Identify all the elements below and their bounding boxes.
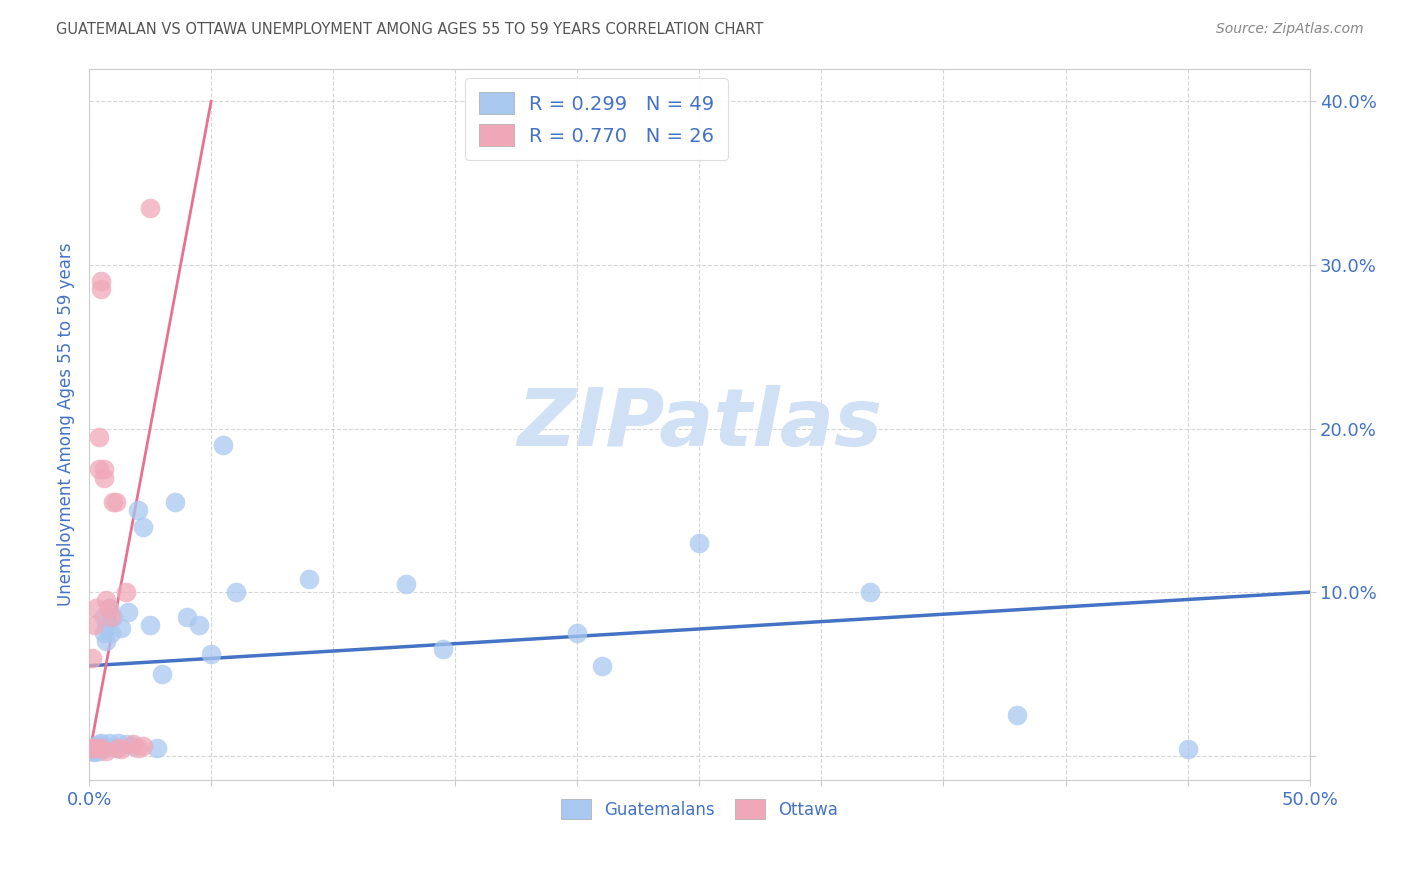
Point (93, 626, 115, 640)
Point (122, 737, 145, 751)
Point (83, 742, 105, 756)
Point (80, 740, 103, 755)
Point (1177, 742, 1199, 756)
Point (87, 737, 110, 751)
Point (83, 740, 105, 755)
Point (96, 593, 118, 607)
Point (1005, 707, 1028, 722)
Point (150, 667, 173, 681)
Point (93, 462, 115, 476)
Point (132, 739, 155, 753)
Point (83, 740, 105, 755)
Point (103, 495, 125, 509)
Point (97, 736, 120, 750)
Point (139, 201, 162, 215)
Text: Source: ZipAtlas.com: Source: ZipAtlas.com (1216, 22, 1364, 37)
Point (132, 519, 155, 533)
Point (298, 572, 321, 586)
Point (87, 462, 110, 476)
Point (200, 648, 222, 662)
Point (80, 650, 103, 665)
Point (90, 282, 112, 296)
Point (103, 609, 125, 624)
Point (87, 430, 110, 444)
Point (688, 536, 710, 550)
Point (100, 609, 122, 624)
Point (591, 658, 613, 673)
Point (395, 577, 418, 591)
Point (127, 740, 149, 755)
Point (86, 744, 108, 758)
Point (87, 740, 110, 755)
Point (127, 503, 149, 517)
Point (107, 740, 129, 755)
Point (859, 585, 882, 599)
Point (212, 438, 235, 452)
Point (100, 626, 122, 640)
Point (110, 621, 132, 635)
Point (96, 634, 118, 648)
Point (86, 742, 108, 756)
Point (96, 618, 118, 632)
Point (90, 736, 112, 750)
Point (93, 609, 115, 624)
Point (163, 495, 186, 509)
Point (225, 585, 247, 599)
Point (187, 618, 209, 632)
Text: ZIPatlas: ZIPatlas (517, 385, 882, 464)
Legend: Guatemalans, Ottawa: Guatemalans, Ottawa (554, 793, 845, 825)
Point (146, 740, 169, 755)
Point (110, 742, 132, 756)
Point (97, 601, 120, 615)
Point (107, 736, 129, 750)
Point (80, 744, 103, 758)
Point (117, 605, 139, 619)
Point (90, 274, 112, 288)
Point (567, 626, 589, 640)
Point (90, 742, 112, 756)
Point (90, 740, 112, 755)
Point (93, 470, 115, 484)
Point (93, 740, 115, 755)
Point (432, 642, 454, 657)
Point (104, 495, 127, 509)
Point (114, 737, 136, 751)
Point (97, 601, 120, 615)
Point (83, 618, 105, 632)
Point (83, 746, 105, 760)
Point (114, 585, 136, 599)
Point (96, 744, 118, 758)
Point (87, 744, 110, 758)
Point (80, 740, 103, 755)
Point (122, 739, 145, 753)
Point (139, 618, 162, 632)
Text: GUATEMALAN VS OTTAWA UNEMPLOYMENT AMONG AGES 55 TO 59 YEARS CORRELATION CHART: GUATEMALAN VS OTTAWA UNEMPLOYMENT AMONG … (56, 22, 763, 37)
Point (90, 739, 112, 753)
Y-axis label: Unemployment Among Ages 55 to 59 years: Unemployment Among Ages 55 to 59 years (58, 243, 75, 607)
Point (104, 740, 127, 755)
Point (86, 740, 108, 755)
Point (176, 609, 198, 624)
Point (86, 601, 108, 615)
Point (86, 739, 108, 753)
